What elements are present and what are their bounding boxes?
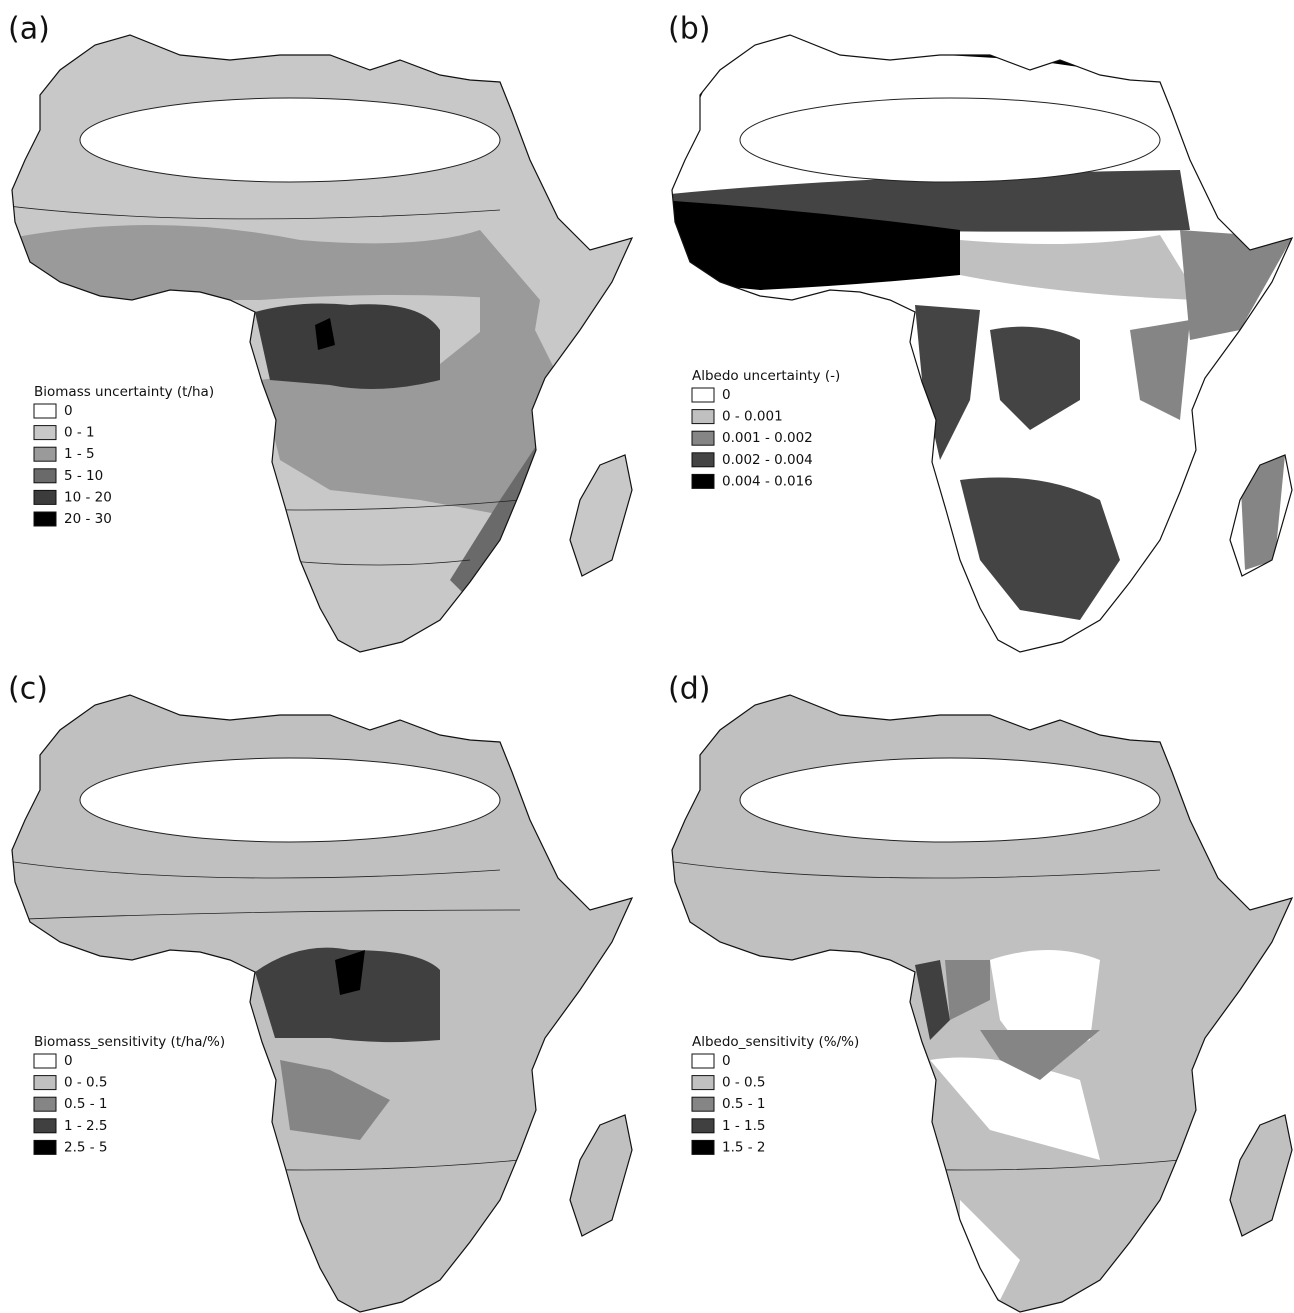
legend-swatch	[691, 1139, 715, 1155]
panel-label: (b)	[668, 12, 710, 47]
legend-title: Biomass_sensitivity (t/ha/%)	[34, 1034, 225, 1050]
legend-item: 1 - 2.5	[64, 1118, 108, 1134]
legend-swatch	[691, 1118, 715, 1134]
map-a	[11, 34, 633, 653]
legend-title: Albedo uncertainty (-)	[692, 368, 840, 384]
legend-swatch	[33, 1118, 57, 1134]
legend-item: 0.5 - 1	[64, 1096, 108, 1112]
legend-swatch	[691, 452, 715, 468]
legend-swatch	[33, 446, 57, 462]
legend-item: 0.001 - 0.002	[722, 430, 813, 446]
legend-item: 0 - 1	[64, 425, 95, 441]
legend-item: 0.004 - 0.016	[722, 473, 813, 489]
legend-item: 0.5 - 1	[722, 1096, 766, 1112]
legend-swatch	[691, 409, 715, 425]
legend-item: 20 - 30	[64, 511, 112, 527]
panel-label: (d)	[668, 672, 710, 707]
legend-item: 5 - 10	[64, 468, 103, 484]
legend-item: 2.5 - 5	[64, 1139, 108, 1155]
legend-item: 1 - 5	[64, 446, 95, 462]
map-c	[11, 694, 633, 1313]
legend-item: 0	[722, 387, 731, 403]
legend-swatch	[33, 1053, 57, 1069]
legend-swatch	[33, 403, 57, 419]
legend-swatch	[691, 1096, 715, 1112]
legend-item: 0	[722, 1053, 731, 1069]
legend-title: Albedo_sensitivity (%/%)	[692, 1034, 859, 1050]
legend-swatch	[691, 473, 715, 489]
legend-swatch	[33, 468, 57, 484]
panel-label: (a)	[8, 12, 50, 47]
legend-item: 10 - 20	[64, 489, 112, 505]
legend-item: 0 - 0.5	[722, 1075, 766, 1091]
map-d	[671, 694, 1293, 1313]
legend-item: 0	[64, 403, 73, 419]
legend-item: 0 - 0.5	[64, 1075, 108, 1091]
legend-swatch	[33, 1139, 57, 1155]
legend-title: Biomass uncertainty (t/ha)	[34, 384, 214, 400]
legend-swatch	[33, 425, 57, 441]
legend-swatch	[33, 1096, 57, 1112]
legend-item: 0 - 0.001	[722, 409, 783, 425]
legend-swatch	[691, 1053, 715, 1069]
legend-swatch	[33, 1075, 57, 1091]
legend-item: 0	[64, 1053, 73, 1069]
panel-label: (c)	[8, 672, 48, 707]
legend-item: 1 - 1.5	[722, 1118, 766, 1134]
legend-swatch	[691, 430, 715, 446]
legend-swatch	[33, 511, 57, 527]
legend-swatch	[33, 489, 57, 505]
legend-swatch	[691, 387, 715, 403]
legend-swatch	[691, 1075, 715, 1091]
legend-item: 0.002 - 0.004	[722, 452, 813, 468]
map-b	[671, 34, 1293, 653]
legend-item: 1.5 - 2	[722, 1139, 766, 1155]
